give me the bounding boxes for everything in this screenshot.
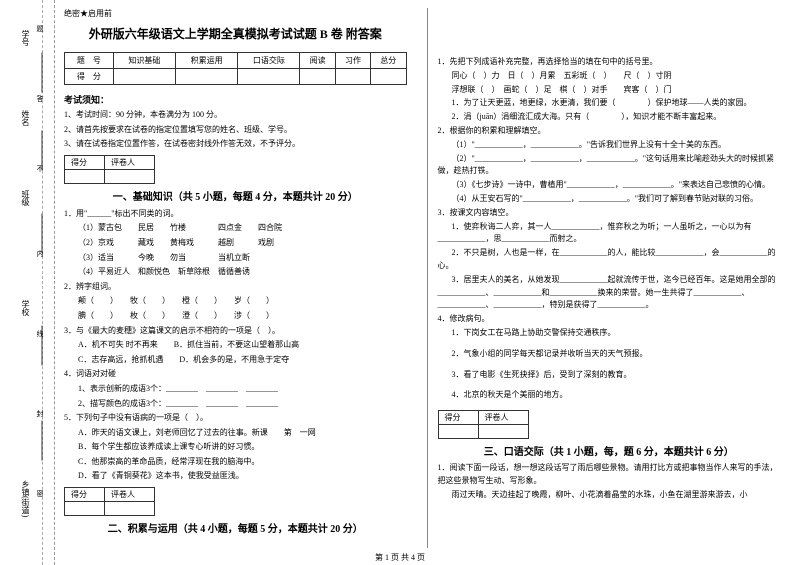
seal-tick: 题	[35, 25, 45, 32]
q5-opt: C．他那崇高的革命品质，经常浮现在我的脑海中。	[64, 455, 407, 469]
exam-title: 外研版六年级语文上学期全真模拟考试试题 B 卷 附答案	[64, 25, 407, 42]
r-q3-stem: 3．按课文内容填空。	[438, 207, 781, 220]
q1-row: （2）京戏 藏戏 黄梅戏 越剧 戏剧	[64, 236, 407, 250]
q5-opt: B．每个学生都应该养成读上课专心听讲的好习惯。	[64, 440, 407, 454]
q3-opt: C．志存高远，抢抓机遇 D．机会多的是，不用急于定夺	[64, 353, 407, 367]
r-q4-stem: 4．修改病句。	[438, 313, 781, 326]
score-header: 习作	[335, 53, 370, 69]
r-q2-line: （2）"____________，____________，__________…	[438, 153, 781, 179]
side-class: 班级	[20, 190, 31, 206]
section3-title: 三、口语交际（共 1 小题，每，题 6 分，本题共计 6 分）	[438, 443, 781, 458]
score-mini-table: 得分评卷人	[64, 487, 155, 516]
seal-tick: 不	[35, 165, 45, 172]
seal-tick: 答	[35, 95, 45, 102]
mini-score: 得分	[65, 155, 105, 169]
r-q3-line: 1．使弈秋诲二人弈，其一人____________，惟弈秋之为听；一人虽听之，一…	[438, 221, 781, 247]
r-q5-stem: 1．阅读下面一段话，想一想这段话写了雨后哪些景物。请用打比方或把事物当作人来写的…	[438, 462, 781, 488]
mini-score: 得分	[65, 488, 105, 502]
side-student-id: 学号	[20, 30, 31, 46]
q3-opt: A．机不可失 时不再来 B．抓住当前，不要这山望着那山高	[64, 338, 407, 352]
r-q3-line: 2．不只是树，人也是一样，在____________的人，能比较________…	[438, 247, 781, 273]
q5-opt: A．昨天的语文课上，刘老师回忆了过去的往事。新课 第 一网	[64, 426, 407, 440]
q5-opt: D．看了《青铜葵花》这本书，使我受益匪浅。	[64, 469, 407, 483]
r-q4-line: 3．看了电影《生死抉择》后，受到了深刻的教育。	[438, 369, 781, 382]
r-q4-line: 2．气象小组的同学每天都记录并收听当天的天气预报。	[438, 348, 781, 361]
q2-line: 腆（ ） 枚（ ） 澄（ ） 涉（ ）	[64, 309, 407, 323]
mini-grader: 评卷人	[105, 155, 155, 169]
seal-tick: 内	[35, 250, 45, 257]
r-q1-row: 同心（ ）力 日（ ）月累 五彩斑（ ） 尺（ ）寸阴	[438, 70, 781, 83]
section2-title: 二、积累与运用（共 4 小题，每题 5 分，本题共计 20 分）	[64, 520, 407, 535]
section1-title: 一、基础知识（共 5 小题，每题 4 分，本题共计 20 分）	[64, 188, 407, 203]
r-q1-stem: 1．先把下列成语补充完整，再选择恰当的填在句中的括号里。	[438, 56, 781, 69]
q2-stem: 2．辨字组词。	[64, 280, 407, 294]
mini-score: 得分	[438, 411, 478, 425]
q1-row: （1）蒙古包 民居 竹楼 四点金 四合院	[64, 221, 407, 235]
q3-stem: 3．与《最大的麦穗》这篇课文的启示不相符的一项是（ ）。	[64, 324, 407, 338]
page-footer: 第 1 页 共 4 页	[0, 552, 800, 563]
q4-line: 2、描写颜色的成语3个：________ ________ ________	[64, 397, 407, 411]
side-school: 学校	[20, 300, 31, 316]
r-q2-stem: 2．根据你的积累和理解填空。	[438, 125, 781, 138]
score-header: 口语交际	[238, 53, 300, 69]
r-q4-line: 4．北京的秋天是个美丽的地方。	[438, 389, 781, 402]
notice-item: 3、请在试卷指定位置作答，在试卷密封线外作答无效，不予评分。	[64, 137, 407, 151]
score-table: 题 号 知识基础 积累运用 口语交际 阅读 习作 总分 得 分	[64, 52, 407, 85]
q1-row: （3）适当 今晚 勿当 当机立断	[64, 251, 407, 265]
mini-grader: 评卷人	[105, 488, 155, 502]
seal-tick: 线	[35, 330, 45, 337]
q4-line: 1、表示创新的成语3个：________ ________ ________	[64, 382, 407, 396]
r-q2-line: （1）"____________，____________。"告诉我们世界上没有…	[438, 139, 781, 152]
q1-stem: 1．用"______"标出不同类的词。	[64, 207, 407, 221]
q2-line: 颠（ ） 牧（ ） 橙（ ） 岁（ ）	[64, 294, 407, 308]
r-q4-line: 1．下岗女工在马路上协助交警保持交通秩序。	[438, 327, 781, 340]
secret-mark: 绝密★启用前	[64, 8, 407, 19]
r-q5-para: 雨过天晴。天边挂起了晚霞，柳叶、小花滴着晶莹的水珠，小鱼在湖里游来游去，小	[438, 489, 781, 502]
mini-grader: 评卷人	[478, 411, 528, 425]
score-header: 阅读	[300, 53, 335, 69]
notice-head: 考试须知：	[64, 93, 407, 106]
score-header: 题 号	[65, 53, 114, 69]
notice-item: 2、请首先按要求在试卷的指定位置填写您的姓名、班级、学号。	[64, 123, 407, 137]
score-mini-table: 得分评卷人	[438, 410, 529, 439]
score-header: 知识基础	[113, 53, 175, 69]
r-q2-line: （4）从王安石写的"____________，____________。"我们可…	[438, 193, 781, 206]
r-q1-sent: 2．涓（juān）涓细流汇成大海。只有（ ），知识才能不断丰富起来。	[438, 111, 781, 124]
q1-row: （4）平易近人 和颜悦色 斩草除根 循循善诱	[64, 265, 407, 279]
score-mini-table: 得分评卷人	[64, 155, 155, 184]
seal-tick: 封	[35, 410, 45, 417]
score-header: 总分	[371, 53, 406, 69]
notice-item: 1、考试时间：90 分钟，本卷满分为 100 分。	[64, 108, 407, 122]
r-q1-row: 浮想联（ ） 画蛇（ ）足 棋（ ）对手 宾客（ ）门	[438, 84, 781, 97]
q5-stem: 5．下列句子中没有语病的一项是（ ）。	[64, 411, 407, 425]
q4-stem: 4．词语对对碰	[64, 367, 407, 381]
r-q2-line: （3）《七步诗》一诗中，曹植用"____________，___________…	[438, 179, 781, 192]
r-q1-sent: 1．为了让天更蓝，地更绿，水更清，我们要（ ）保护地球——人类的家园。	[438, 97, 781, 110]
score-header: 积累运用	[176, 53, 238, 69]
side-town: 乡镇(街道)	[20, 480, 31, 517]
r-q3-line: 3．居里夫人的美名，从她发现____________起就流传于世，迄今已经百年。…	[438, 274, 781, 312]
seal-tick: 密	[35, 490, 45, 497]
score-row-label: 得 分	[65, 69, 114, 85]
side-name: 姓名	[20, 110, 31, 126]
